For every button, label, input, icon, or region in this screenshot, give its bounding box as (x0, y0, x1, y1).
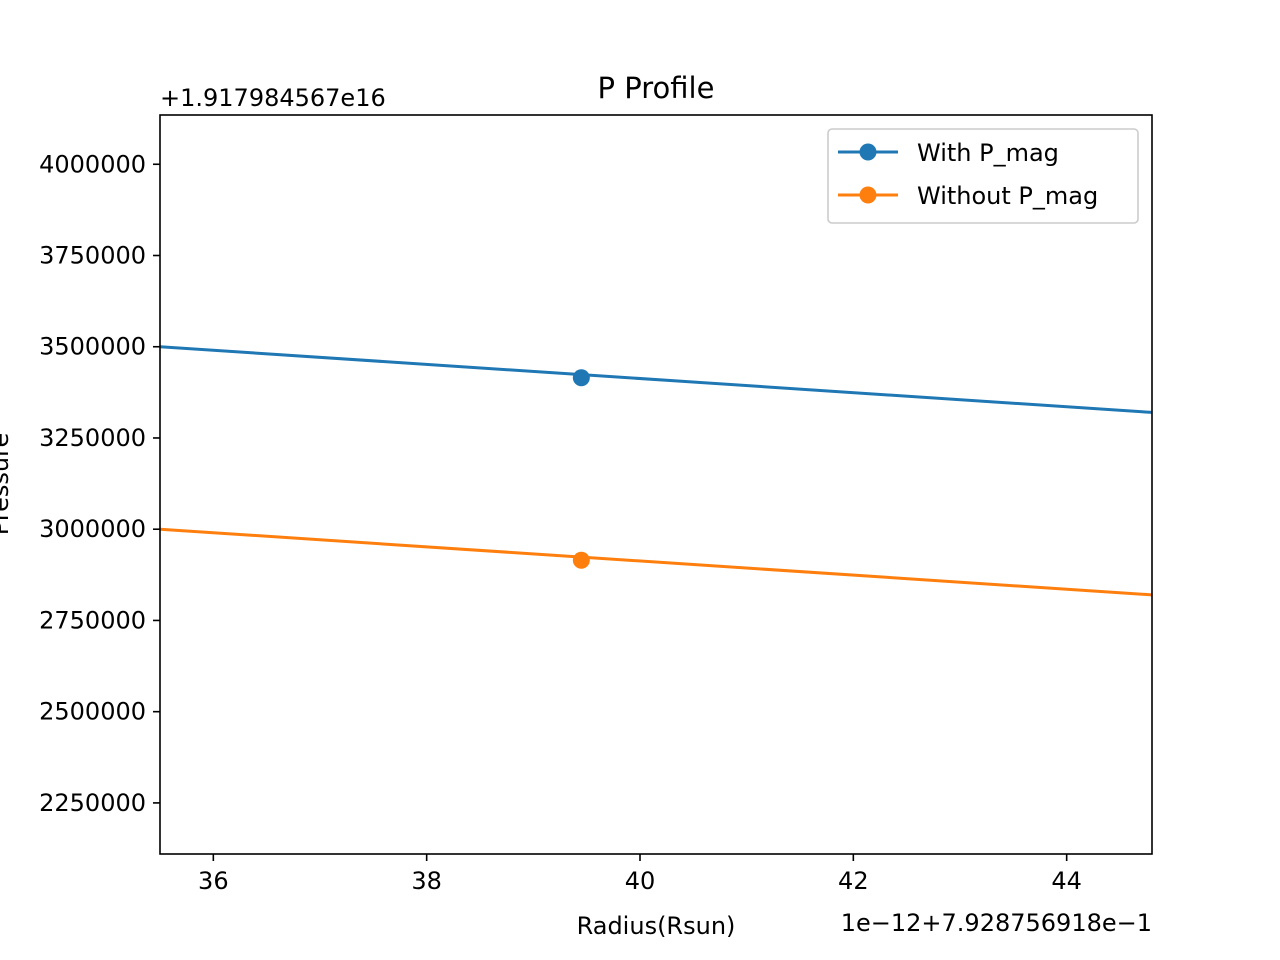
x-tick-label: 38 (411, 867, 442, 895)
y-tick-label: 4000000 (39, 150, 146, 178)
y-tick-label: 3250000 (39, 424, 146, 452)
series-layer (160, 345, 1152, 597)
x-axis-ticks: 36 38 40 42 44 (198, 854, 1082, 895)
y-axis-ticks: 2250000 2500000 2750000 3000000 3250000 35000… (39, 150, 160, 817)
x-tick-label: 44 (1051, 867, 1082, 895)
legend-marker-1 (859, 186, 877, 204)
legend-marker-0 (859, 143, 877, 161)
legend-label-1: Without P_mag (917, 182, 1098, 210)
y-offset-label: +1.917984567e16 (160, 84, 386, 112)
series-line-0 (160, 345, 1152, 414)
y-tick-label: 2500000 (39, 698, 146, 726)
chart-title: P Profile (598, 71, 715, 105)
y-tick-label: 3000000 (39, 515, 146, 543)
legend-box (827, 128, 1139, 224)
x-tick-label: 36 (198, 867, 229, 895)
y-tick-label: 2250000 (39, 789, 146, 817)
x-tick-label: 40 (625, 867, 656, 895)
series-point-0 (572, 369, 590, 387)
x-offset-label: 1e−12+7.928756918e−1 (841, 909, 1152, 937)
legend-label-0: With P_mag (917, 139, 1059, 167)
x-axis-label: Radius(Rsun) (577, 912, 736, 940)
x-tick-label: 42 (838, 867, 869, 895)
y-tick-label: 3750000 (39, 242, 146, 270)
y-axis-label: Pressure (0, 433, 14, 535)
y-tick-label: 3500000 (39, 333, 146, 361)
series-point-1 (572, 551, 590, 569)
y-tick-label: 2750000 (39, 606, 146, 634)
series-line-1 (160, 527, 1152, 597)
plot-frame (159, 114, 1153, 855)
legend: With P_mag Without P_mag (827, 128, 1139, 224)
